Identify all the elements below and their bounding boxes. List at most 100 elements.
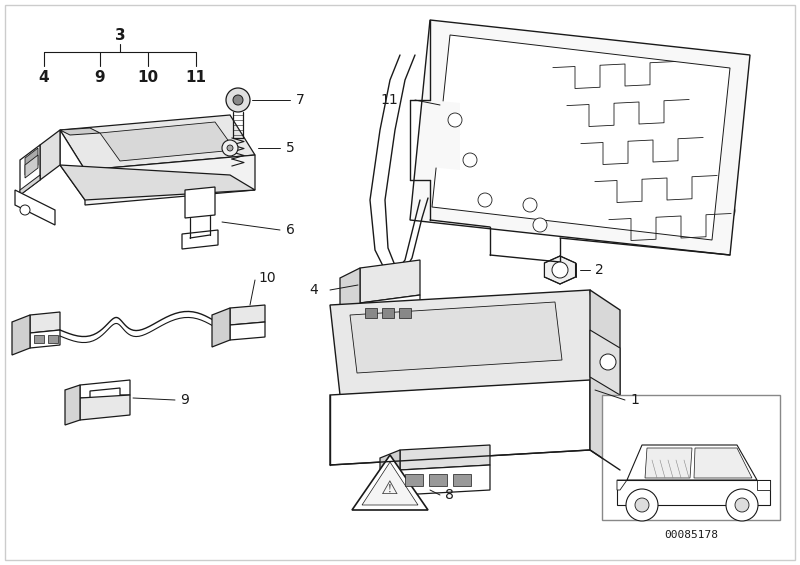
Bar [453,474,471,486]
Circle shape [635,498,649,512]
Polygon shape [40,130,60,180]
Circle shape [735,498,749,512]
Text: 7: 7 [296,93,305,107]
Text: 9: 9 [94,71,106,85]
Polygon shape [694,448,752,478]
Bar [429,474,447,486]
Polygon shape [60,165,255,200]
Ellipse shape [597,54,627,76]
Text: 11: 11 [380,93,398,107]
Polygon shape [362,462,418,505]
Polygon shape [545,256,575,284]
Circle shape [222,140,238,156]
Polygon shape [20,145,40,195]
Ellipse shape [483,69,503,85]
Polygon shape [370,323,415,355]
Polygon shape [590,330,620,395]
Polygon shape [617,480,770,505]
Ellipse shape [639,168,669,190]
Ellipse shape [573,135,603,157]
Circle shape [226,88,250,112]
Polygon shape [80,395,130,420]
Text: 9: 9 [180,393,189,407]
Ellipse shape [534,198,554,214]
Circle shape [227,145,233,151]
Ellipse shape [691,163,721,185]
Text: 10: 10 [258,271,276,285]
Polygon shape [20,175,40,195]
Polygon shape [30,330,60,348]
Polygon shape [185,187,215,218]
Polygon shape [15,190,55,225]
Ellipse shape [559,97,589,119]
Text: 10: 10 [138,71,158,85]
Polygon shape [432,35,730,240]
Circle shape [478,193,492,207]
Text: 11: 11 [186,71,206,85]
Text: 1: 1 [630,393,639,407]
Polygon shape [360,260,420,303]
Polygon shape [430,100,460,170]
Text: 2: 2 [595,263,604,277]
Polygon shape [340,268,360,338]
Ellipse shape [489,158,509,173]
Polygon shape [182,230,218,249]
Bar [382,308,394,318]
Polygon shape [645,448,692,478]
Ellipse shape [506,201,526,216]
Text: 4: 4 [310,283,318,297]
Circle shape [463,153,477,167]
Polygon shape [380,450,400,503]
Polygon shape [330,290,600,395]
Text: 00085178: 00085178 [664,530,718,540]
Circle shape [626,489,658,521]
Ellipse shape [500,112,520,128]
Bar [399,308,411,318]
Bar [34,335,44,343]
Ellipse shape [455,72,475,88]
Text: 3: 3 [114,28,126,44]
Polygon shape [617,480,627,490]
Polygon shape [360,295,420,328]
Text: 6: 6 [286,223,295,237]
Polygon shape [212,308,230,347]
Polygon shape [400,465,490,495]
Polygon shape [590,290,620,470]
Ellipse shape [517,155,537,171]
Polygon shape [60,130,85,200]
Polygon shape [100,122,235,161]
Circle shape [726,489,758,521]
Text: ⚠: ⚠ [382,479,398,498]
Bar [48,335,58,343]
Ellipse shape [472,115,492,131]
Polygon shape [330,380,590,465]
Circle shape [20,205,30,215]
Polygon shape [85,155,255,205]
Ellipse shape [601,211,631,233]
Polygon shape [25,148,38,175]
Bar [365,308,377,318]
Polygon shape [25,155,38,178]
Polygon shape [30,312,60,333]
Polygon shape [410,20,750,255]
Ellipse shape [663,87,693,109]
Polygon shape [350,302,562,373]
Polygon shape [370,348,415,375]
Circle shape [523,198,537,212]
Ellipse shape [587,173,617,195]
Circle shape [448,113,462,127]
Polygon shape [627,445,757,480]
Polygon shape [757,480,770,490]
Circle shape [533,218,547,232]
Ellipse shape [677,125,707,147]
Text: 5: 5 [286,141,294,155]
Polygon shape [400,445,490,470]
Ellipse shape [653,206,683,228]
Polygon shape [80,380,130,398]
Polygon shape [230,322,265,340]
Bar [602,395,780,520]
Ellipse shape [705,201,735,223]
Text: 4: 4 [38,71,50,85]
Polygon shape [352,455,428,510]
Ellipse shape [545,59,575,81]
